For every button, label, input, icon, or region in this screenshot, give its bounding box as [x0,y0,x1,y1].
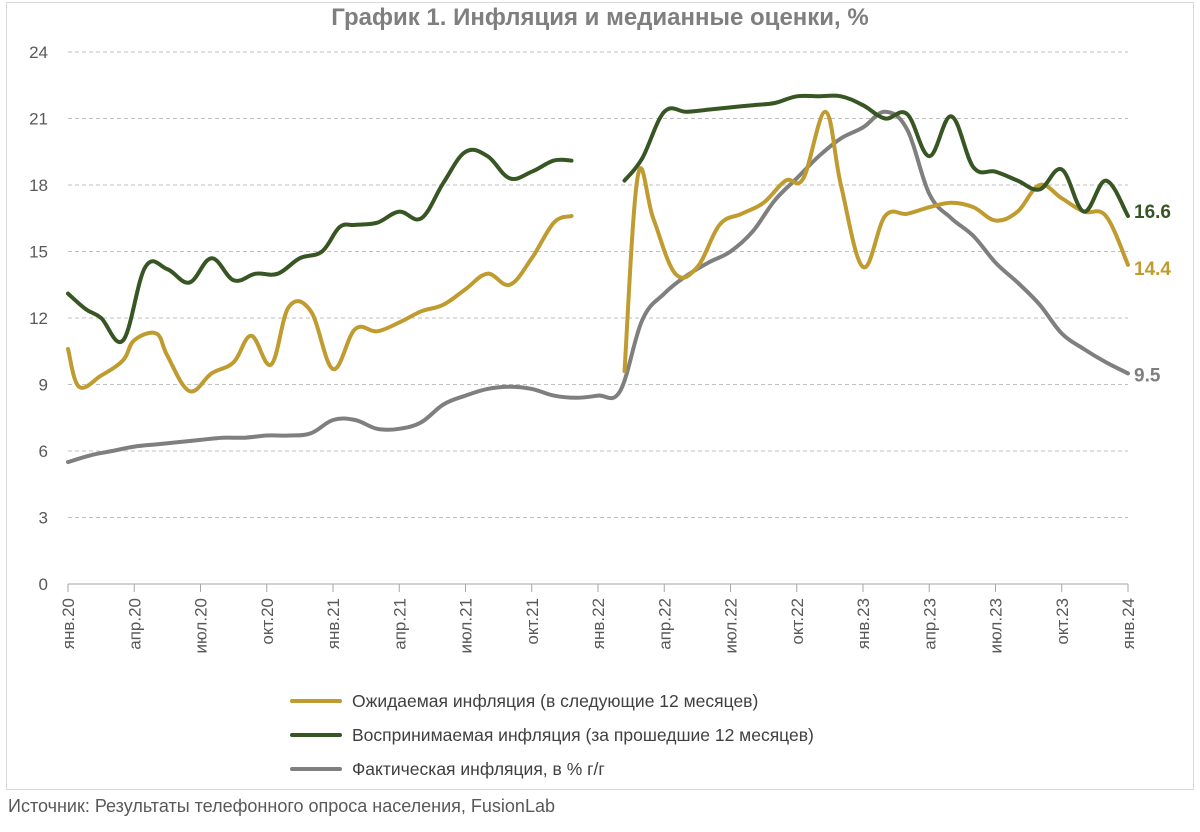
y-tick-label: 12 [29,309,48,328]
x-tick-label: янв.24 [1119,598,1138,649]
end-label-perceived: 16.6 [1134,202,1171,223]
x-tick-label: окт.20 [258,598,277,645]
chart-title: График 1. Инфляция и медианные оценки, % [331,4,869,31]
x-tick-label: янв.22 [589,598,608,649]
series-line-perceived [66,147,574,345]
y-tick-label: 15 [29,243,48,262]
x-tick-label: янв.21 [324,598,343,649]
y-tick-label: 9 [39,376,48,395]
legend-swatch-expected [290,699,342,703]
x-tick-label: окт.22 [788,598,807,645]
y-tick-label: 18 [29,176,48,195]
x-tick-label: апр.21 [390,598,409,650]
x-tick-label: апр.20 [125,598,144,650]
end-labels: 14.4 16.6 9.5 [1134,202,1171,386]
series-lines [66,93,1130,465]
x-tick-label: янв.23 [854,598,873,649]
legend-label-actual: Фактическая инфляция, в % г/г [352,758,605,779]
legend-item-perceived: Воспринимаемая инфляция (за прошедшие 12… [290,718,814,752]
legend-label-perceived: Воспринимаемая инфляция (за прошедшие 12… [352,724,814,745]
x-axis-ticks: янв.20 апр.20 июл.20 окт.20 янв.21 апр.21 июл.… [59,584,1138,653]
x-tick-label: июл.23 [987,598,1006,653]
x-tick-label: апр.22 [655,598,674,650]
y-tick-label: 21 [29,110,48,129]
legend-swatch-perceived [290,733,342,737]
x-tick-label: апр.23 [920,598,939,650]
y-tick-label: 6 [39,442,48,461]
legend-item-actual: Фактическая инфляция, в % г/г [290,752,814,786]
x-tick-label: июл.21 [457,598,476,653]
end-label-actual: 9.5 [1134,365,1161,386]
x-tick-label: июл.22 [722,598,741,653]
legend-swatch-actual [290,767,342,771]
source-note: Источник: Результаты телефонного опроса … [8,796,555,816]
series-line-expected [66,214,574,394]
series-line-expected [622,109,1130,374]
x-tick-label: янв.20 [59,598,78,649]
legend-item-expected: Ожидаемая инфляция (в следующие 12 месяц… [290,684,814,718]
series-line-perceived [622,93,1130,218]
chart-frame [6,2,1194,790]
x-tick-label: окт.23 [1053,598,1072,645]
y-tick-label: 0 [39,575,48,594]
series-line-actual [66,109,1130,465]
grid-lines [68,51,1128,585]
legend-label-expected: Ожидаемая инфляция (в следующие 12 месяц… [352,690,759,711]
y-tick-label: 3 [39,509,48,528]
y-tick-label: 24 [29,43,48,62]
end-label-expected: 14.4 [1134,259,1171,280]
x-tick-label: окт.21 [523,598,542,645]
x-tick-label: июл.20 [192,598,211,653]
y-axis-ticks: 0 3 6 9 12 15 18 21 24 [29,43,48,594]
legend: Ожидаемая инфляция (в следующие 12 месяц… [290,684,814,786]
